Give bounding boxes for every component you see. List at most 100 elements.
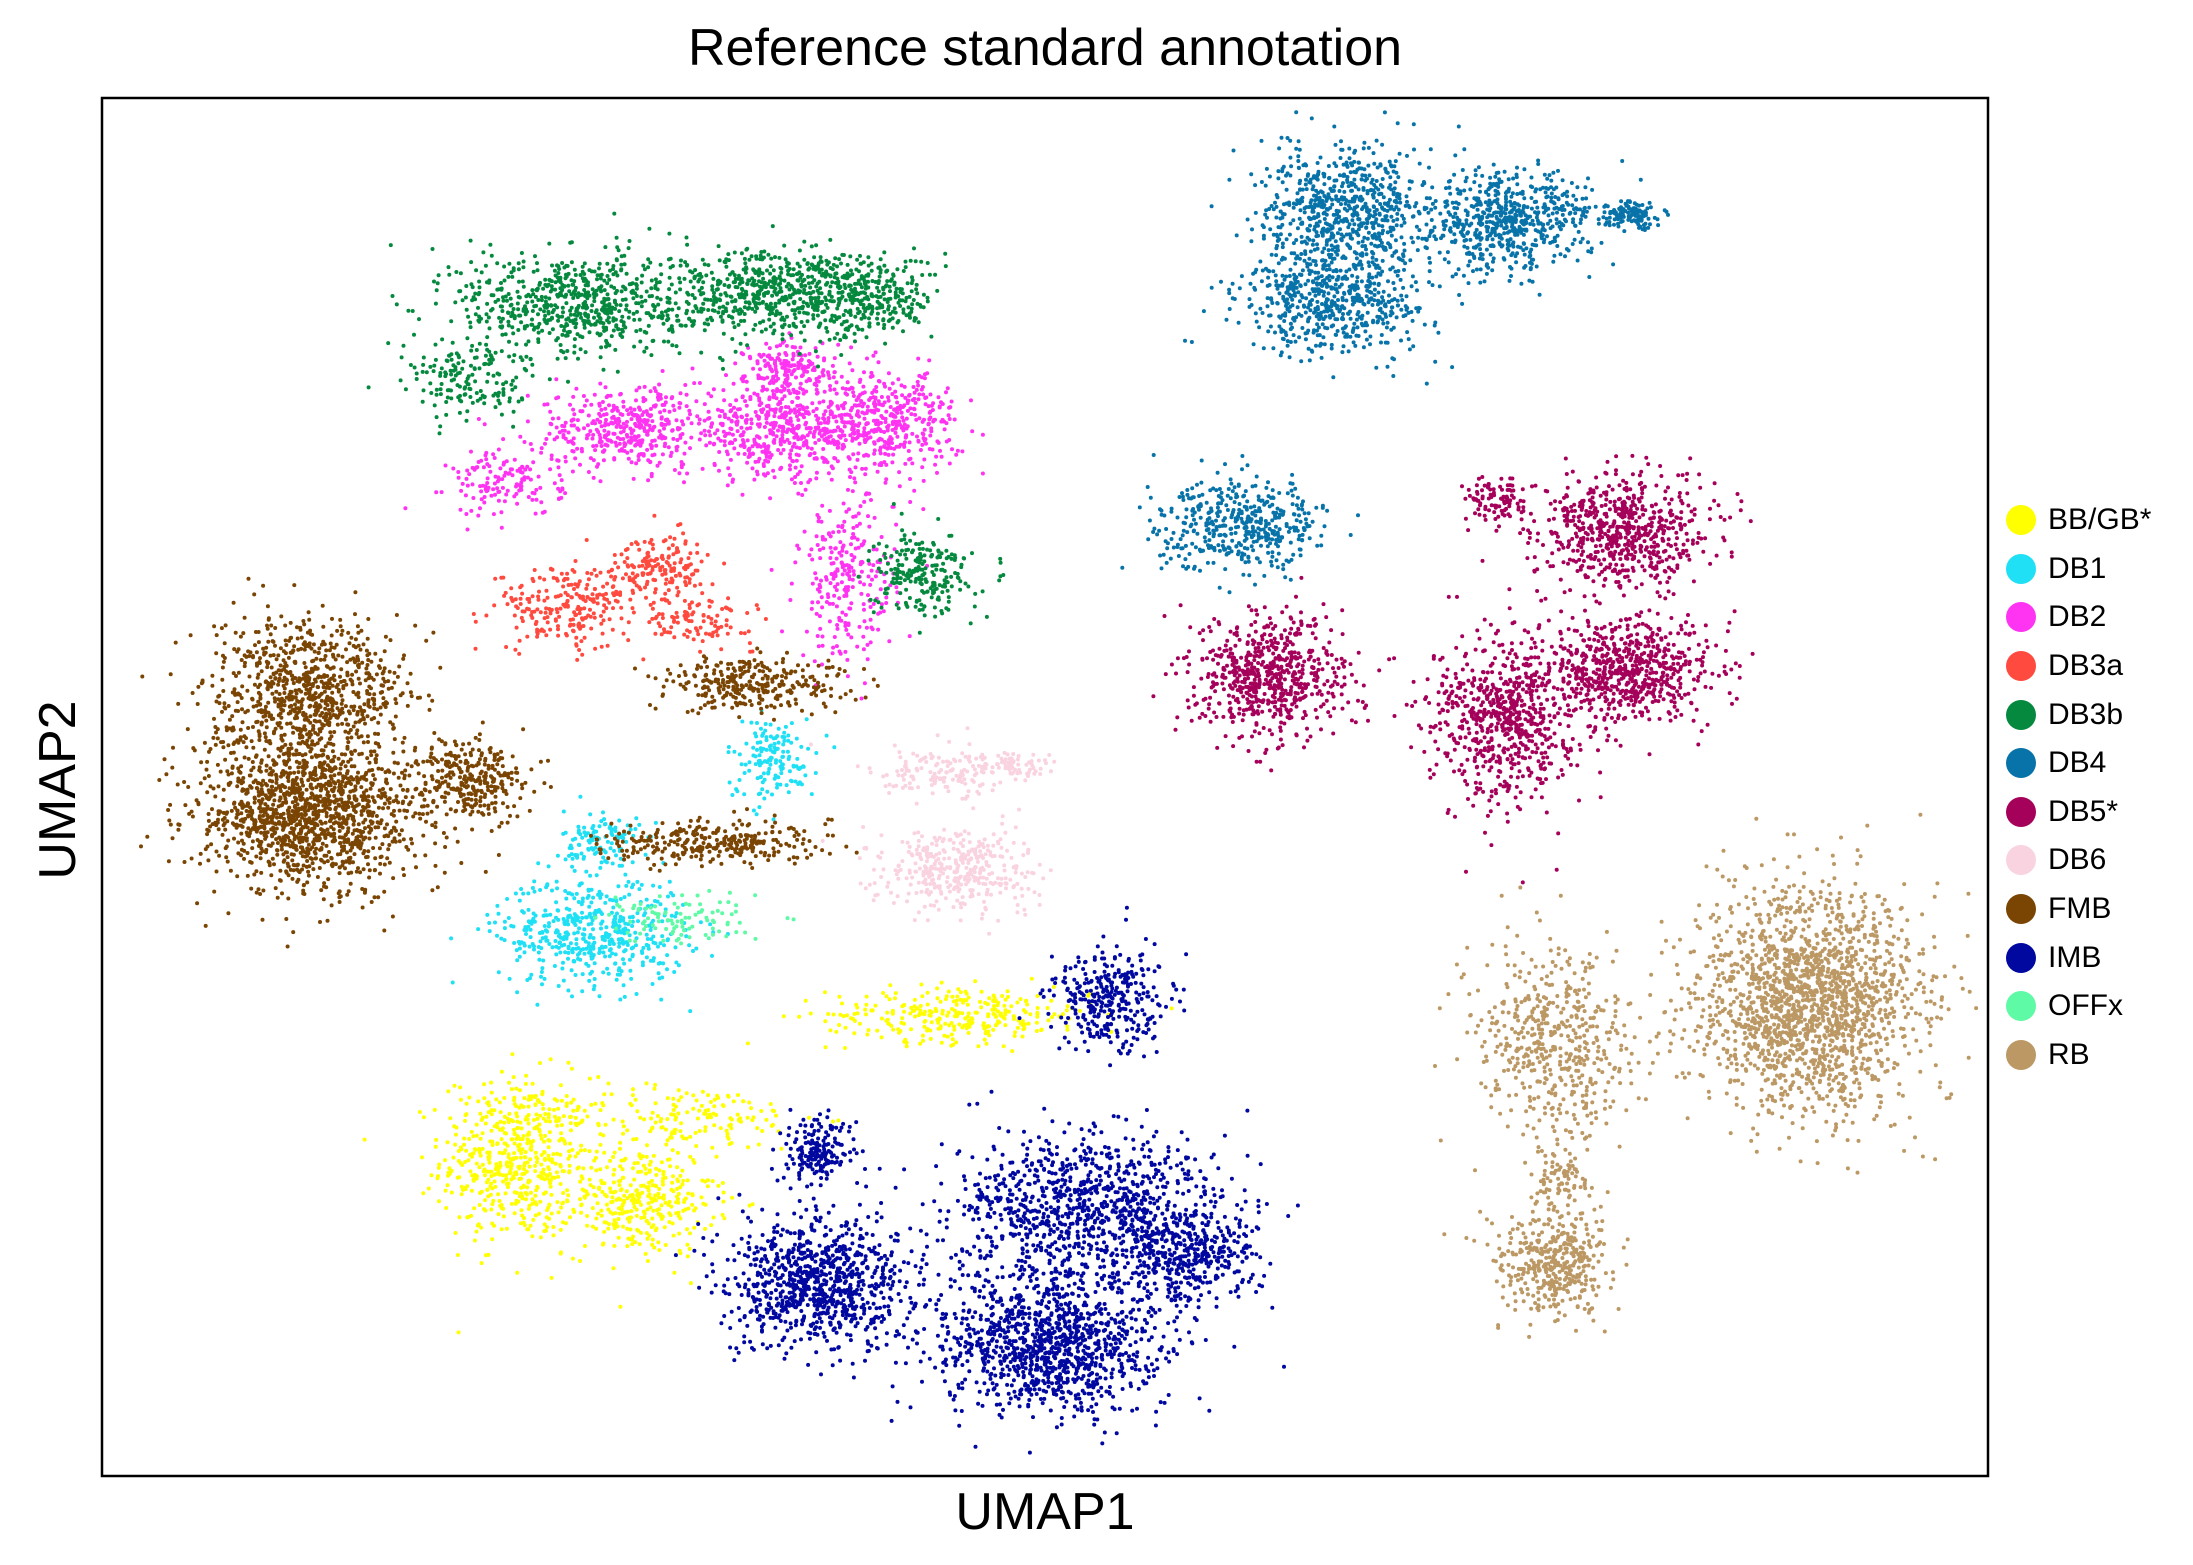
data-point: [700, 1089, 705, 1094]
data-point: [613, 575, 618, 579]
data-point: [635, 879, 640, 884]
data-point: [562, 265, 567, 270]
data-point: [552, 1175, 557, 1180]
data-point: [659, 416, 664, 421]
data-point: [910, 431, 915, 436]
data-point: [797, 1014, 802, 1019]
data-point: [388, 243, 393, 248]
data-point: [578, 919, 583, 924]
data-point: [506, 311, 511, 315]
data-point: [528, 467, 533, 472]
data-point: [471, 1151, 476, 1156]
data-point: [667, 1199, 672, 1204]
plot-frame: [100, 96, 1990, 1478]
data-point: [542, 509, 547, 514]
data-point: [775, 746, 780, 751]
data-point: [771, 395, 776, 400]
data-point: [731, 413, 736, 418]
data-point: [561, 809, 566, 814]
data-point: [613, 1211, 618, 1216]
data-point: [846, 632, 851, 637]
data-point: [576, 842, 581, 847]
data-point: [542, 913, 547, 918]
data-point: [744, 741, 749, 746]
data-point: [656, 971, 661, 976]
data-point: [510, 1052, 515, 1057]
data-point: [536, 1174, 541, 1179]
data-point: [453, 1231, 458, 1235]
data-point: [711, 630, 716, 635]
data-point: [836, 524, 841, 529]
data-point: [850, 1016, 855, 1021]
data-point: [591, 942, 596, 947]
data-point: [521, 307, 526, 311]
data-point: [767, 353, 771, 358]
data-point: [599, 424, 604, 429]
data-point: [530, 1081, 535, 1086]
data-point: [855, 1005, 860, 1010]
data-point: [556, 465, 561, 470]
data-point: [544, 1119, 548, 1124]
data-point: [591, 611, 596, 616]
data-point: [921, 478, 926, 483]
data-point: [566, 1060, 571, 1065]
data-point: [878, 451, 883, 456]
data-point: [921, 392, 926, 397]
data-point: [660, 616, 665, 620]
data-point: [826, 373, 831, 378]
data-point: [531, 1139, 536, 1143]
data-point: [893, 430, 898, 435]
data-point: [474, 268, 479, 273]
data-point: [863, 466, 868, 471]
data-point: [847, 456, 852, 461]
data-point: [626, 456, 631, 461]
data-point: [594, 1149, 599, 1154]
data-point: [638, 587, 643, 592]
data-point: [735, 420, 740, 425]
data-point: [535, 634, 540, 639]
data-point: [885, 1017, 890, 1022]
data-point: [509, 1201, 514, 1206]
data-point: [720, 607, 725, 611]
data-point: [630, 860, 635, 865]
data-point: [857, 624, 862, 629]
data-point: [600, 449, 605, 454]
data-point: [676, 1111, 681, 1116]
data-point: [872, 429, 876, 434]
data-point: [566, 583, 571, 587]
data-point: [456, 1330, 461, 1335]
data-point: [798, 386, 803, 391]
data-point: [618, 303, 623, 308]
data-point: [644, 897, 649, 902]
data-point: [773, 760, 778, 765]
data-point: [786, 733, 791, 738]
data-point: [668, 535, 673, 540]
data-point: [510, 325, 515, 330]
data-point: [829, 411, 834, 416]
data-point: [637, 822, 642, 827]
data-point: [503, 1141, 508, 1146]
data-point: [547, 241, 552, 246]
data-point: [1023, 1009, 1028, 1014]
data-point: [556, 624, 560, 629]
data-point: [876, 426, 881, 431]
data-point: [696, 632, 701, 637]
data-point: [886, 452, 891, 457]
data-point: [600, 1101, 605, 1106]
data-point: [770, 1108, 775, 1113]
data-point: [601, 1133, 606, 1138]
data-point: [647, 226, 652, 231]
data-point: [446, 1089, 451, 1094]
data-point: [585, 895, 590, 900]
data-point: [1009, 1004, 1014, 1009]
data-point: [816, 644, 821, 649]
data-point: [653, 587, 658, 592]
data-point: [521, 1104, 526, 1109]
data-point: [679, 1095, 684, 1100]
data-point: [540, 328, 545, 333]
data-point: [629, 460, 634, 465]
data-point: [660, 564, 665, 569]
data-point: [597, 266, 601, 271]
data-point: [563, 857, 568, 862]
data-point: [750, 466, 755, 471]
